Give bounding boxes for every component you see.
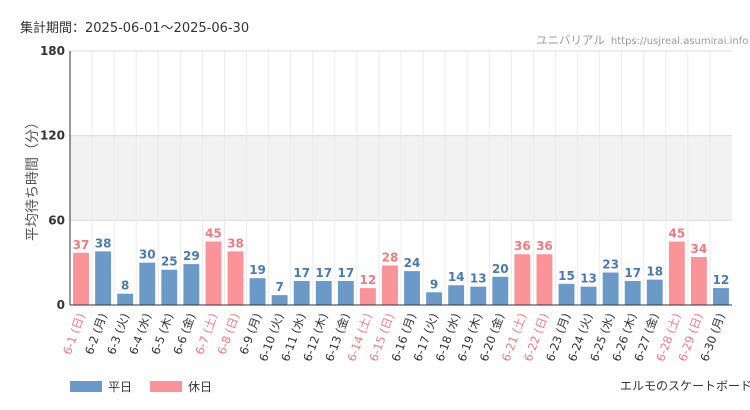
value-label-5: 25 [161, 255, 178, 269]
y-tick-label: 120 [40, 129, 65, 143]
value-label-28: 45 [668, 227, 685, 241]
value-label-26: 17 [624, 266, 641, 280]
bar-16 [404, 271, 420, 305]
bar-24 [580, 286, 597, 305]
value-label-12: 17 [315, 266, 332, 280]
brand-name: ユニバリアル [536, 33, 605, 47]
bar-18 [448, 285, 465, 305]
value-label-6: 29 [183, 249, 200, 263]
bar-2 [95, 251, 112, 305]
brand-watermark: ユニバリアル https://usjreal.asumirai.info [536, 32, 748, 48]
value-label-23: 15 [558, 269, 575, 283]
bar-28 [668, 241, 685, 305]
bar-6 [183, 264, 200, 305]
value-label-17: 9 [430, 277, 438, 291]
bar-25 [602, 272, 619, 305]
legend-swatch-weekday [70, 381, 102, 392]
value-label-20: 20 [492, 262, 509, 276]
bar-4 [139, 262, 156, 305]
bar-12 [315, 281, 332, 305]
value-label-14: 12 [360, 273, 377, 287]
bar-7 [205, 241, 222, 305]
bar-14 [359, 288, 376, 305]
value-label-25: 23 [602, 258, 619, 272]
bar-10 [271, 295, 288, 305]
bar-27 [646, 279, 663, 305]
legend-item-holiday: 休日 [150, 378, 212, 395]
value-label-11: 17 [293, 266, 310, 280]
bar-9 [249, 278, 266, 305]
bar-15 [382, 265, 398, 305]
bar-26 [624, 281, 641, 305]
legend-label-weekday: 平日 [108, 380, 133, 394]
bar-1 [73, 252, 89, 305]
bar-19 [470, 286, 487, 305]
value-label-24: 13 [580, 272, 597, 286]
period-label: 集計期間：2025-06-01～2025-06-30 [20, 21, 250, 36]
bar-3 [117, 293, 134, 305]
bar-17 [426, 292, 443, 305]
value-label-10: 7 [275, 280, 283, 294]
value-label-7: 45 [205, 227, 222, 241]
value-label-19: 13 [470, 272, 487, 286]
value-label-8: 38 [227, 236, 244, 250]
value-label-30: 12 [713, 273, 730, 287]
legend: 平日 休日 [70, 378, 230, 395]
value-label-9: 19 [249, 263, 266, 277]
value-label-29: 34 [691, 242, 708, 256]
bar-23 [558, 283, 575, 305]
legend-swatch-holiday [150, 381, 183, 392]
bar-20 [492, 276, 509, 305]
value-label-15: 28 [382, 250, 399, 264]
bar-22 [536, 254, 553, 305]
legend-item-weekday: 平日 [70, 378, 132, 395]
bar-5 [161, 269, 178, 305]
value-label-13: 17 [337, 266, 354, 280]
bar-21 [514, 254, 531, 305]
y-tick-label: 60 [48, 213, 65, 227]
value-label-18: 14 [448, 270, 465, 284]
bar-13 [337, 281, 354, 305]
brand-url: https://usjreal.asumirai.info [610, 36, 749, 47]
value-label-1: 37 [73, 238, 90, 252]
value-label-16: 24 [404, 256, 421, 270]
legend-label-holiday: 休日 [188, 380, 213, 394]
bar-30 [713, 288, 729, 305]
y-tick-label: 0 [57, 298, 65, 312]
value-label-21: 36 [514, 239, 531, 253]
bar-29 [690, 257, 707, 305]
bar-11 [293, 281, 310, 305]
y-axis-title: 平均待ち時間（分） [25, 115, 41, 241]
value-label-4: 30 [139, 248, 156, 262]
attraction-name: エルモのスケートボード [620, 379, 750, 393]
bar-8 [227, 251, 244, 305]
value-label-3: 8 [121, 279, 129, 293]
value-label-27: 18 [646, 265, 663, 279]
value-label-22: 36 [536, 239, 553, 253]
wait-time-bar-chart: 376-1 (日)386-2 (月)86-3 (火)306-4 (水)256-5… [25, 44, 732, 363]
y-tick-label: 180 [40, 44, 65, 58]
value-label-2: 38 [95, 236, 112, 250]
